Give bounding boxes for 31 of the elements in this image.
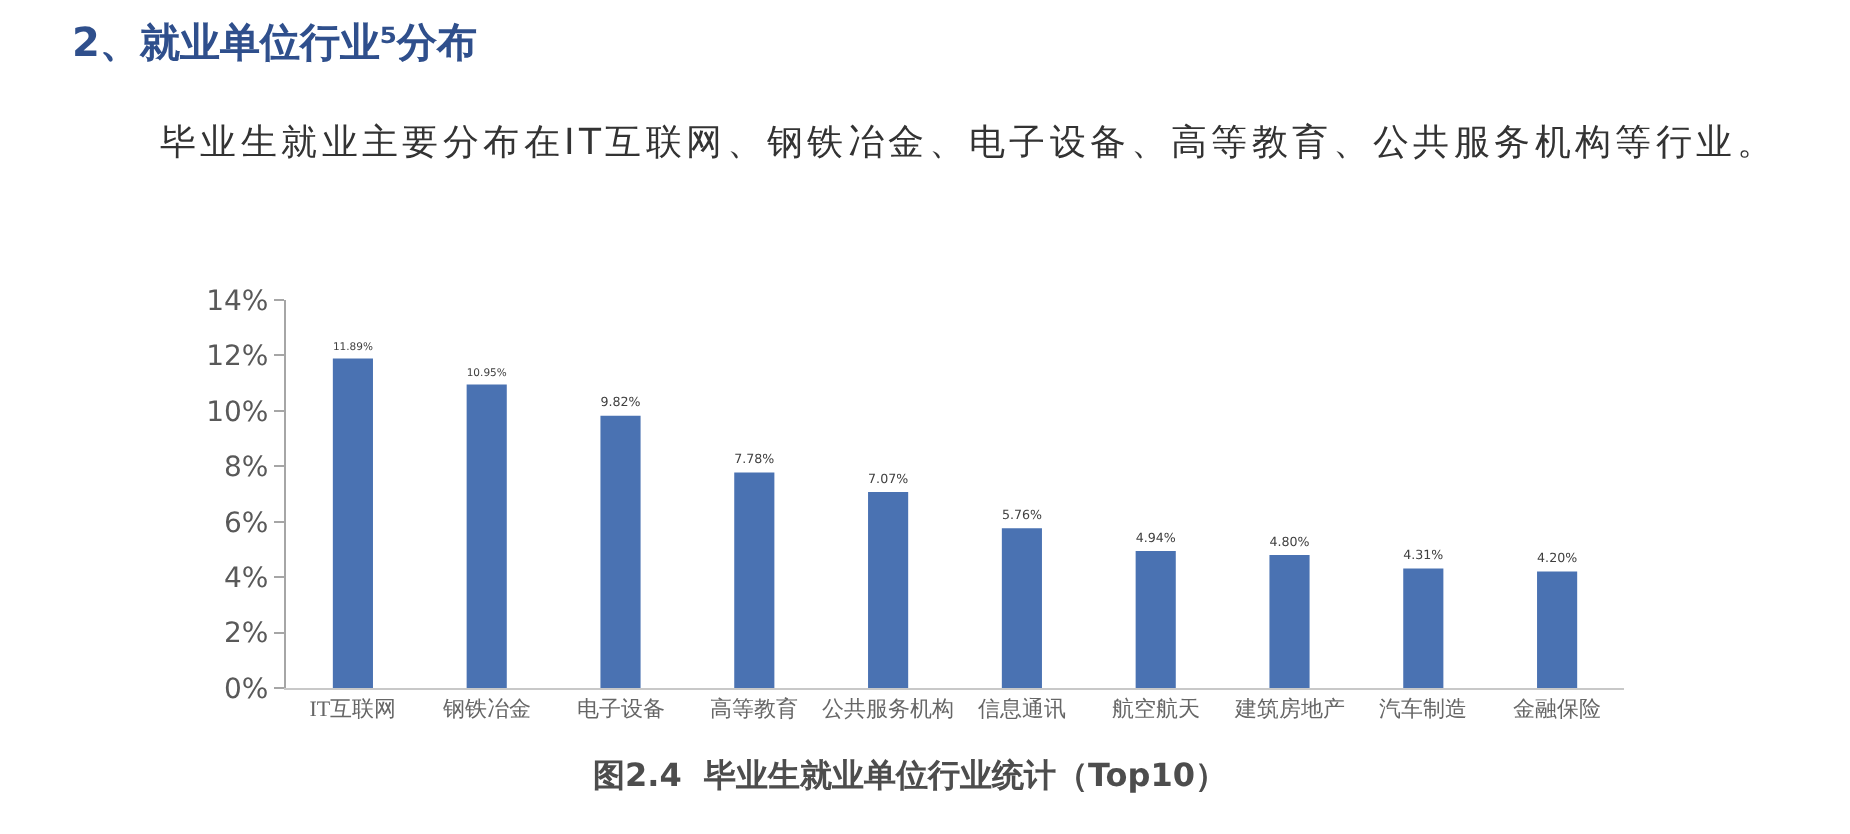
x-tick-label: 汽车制造 <box>1379 696 1468 723</box>
bar <box>734 472 775 688</box>
bar <box>1135 551 1176 688</box>
y-tick-label: 0% <box>223 673 269 706</box>
bar <box>1537 571 1578 688</box>
x-tick-label: 钢铁冶金 <box>440 698 531 723</box>
y-tick-label: 10% <box>206 396 269 429</box>
y-tick-label: 8% <box>223 452 269 485</box>
bar <box>1001 528 1042 688</box>
bar <box>1269 554 1310 688</box>
y-tick-label: 6% <box>223 507 269 540</box>
y-tick-label: 14% <box>206 285 269 318</box>
chart-title: 2、就业单位行业⁵分布 <box>72 16 478 70</box>
y-tick-label: 4% <box>223 562 269 595</box>
x-tick-label: 信息通讯 <box>977 696 1066 723</box>
chart-subtitle: 毕业生就业主要分布在IT互联网、钢铁冶金、电子设备、高等教育、公共服务机构等行业。 <box>160 120 1778 166</box>
x-tick-label: 电子设备 <box>576 696 665 723</box>
x-tick-label: 金融保险 <box>1513 698 1602 723</box>
bar <box>1403 568 1444 688</box>
bar <box>332 358 373 688</box>
y-tick-label: 12% <box>206 341 269 374</box>
x-tick-label: 高等教育 <box>710 696 799 723</box>
x-tick-label: 航空航天 <box>1111 696 1200 723</box>
bar <box>600 415 641 688</box>
bar <box>466 384 507 688</box>
y-tick-label: 2% <box>223 618 269 651</box>
x-tick-label: IT互联网 <box>309 698 397 723</box>
x-tick-label: 建筑房地产 <box>1232 696 1345 723</box>
caption: 图2.4 毕业生就业单位行业统计（Top10） <box>591 756 1229 798</box>
bar <box>868 492 909 688</box>
x-tick-label: 公共服务机构 <box>822 696 955 723</box>
